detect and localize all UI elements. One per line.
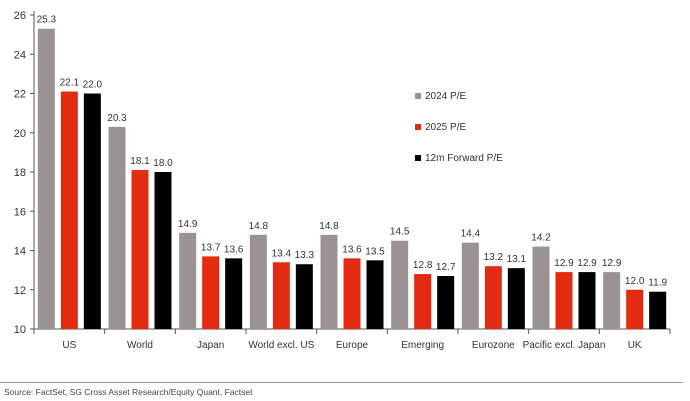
legend-swatch [415,155,421,161]
data-label: 14.9 [178,219,198,230]
category-label: Emerging [401,340,444,351]
data-label: 22.1 [60,78,80,89]
data-label: 13.7 [201,242,221,253]
legend: 2024 P/E 2025 P/E 12m Forward P/E [415,91,503,164]
bar [437,276,455,329]
y-tick-label: 22 [14,89,26,101]
category-label: World [127,340,153,351]
bar [202,256,220,329]
data-label: 14.2 [531,233,551,244]
data-label: 13.1 [507,254,527,265]
data-label: 13.4 [272,248,292,259]
category-labels: US World Japan World excl. US Europe Emerging… [62,340,642,351]
legend-label: 2025 P/E [425,122,466,133]
y-tick-label: 26 [14,10,26,22]
data-label: 18.1 [130,156,150,167]
bar [532,246,550,329]
y-tick-label: 18 [14,167,26,179]
data-label: 14.8 [249,221,269,232]
bar [366,260,384,329]
bar [225,258,243,329]
data-label: 25.3 [37,15,57,26]
bar [249,234,267,329]
data-label: 13.5 [365,246,385,257]
bar [649,291,667,329]
bar [320,234,338,329]
bar-series [37,28,667,330]
data-labels: 25.322.1 22.020.318.1 18.014.913.7 13.614.8… [37,15,668,289]
data-label: 14.5 [390,227,410,238]
y-tick-label: 10 [14,324,26,336]
data-label: 13.2 [484,252,504,263]
bar [391,240,409,329]
bar [484,266,502,329]
y-tick-label: 12 [14,285,26,297]
category-label: Europe [336,340,369,351]
data-label: 11.9 [648,278,667,289]
legend-swatch [415,124,421,130]
data-label: 18.0 [153,158,173,169]
y-tick-label: 24 [14,49,26,61]
bar [507,268,525,329]
bar [108,126,126,329]
data-label: 12.9 [602,258,622,269]
bar [414,274,432,329]
bar [60,91,78,329]
category-label: World excl. US [248,340,314,351]
data-label: 14.4 [461,229,481,240]
category-label: Japan [197,340,224,351]
bar [343,258,361,329]
data-label: 13.3 [295,250,315,261]
data-label: 14.8 [319,221,339,232]
legend-label: 12m Forward P/E [425,153,503,164]
source-divider [0,382,683,383]
legend-swatch [415,93,421,99]
bar [179,232,197,329]
bar [626,289,644,329]
data-label: 13.6 [224,244,244,255]
bar [272,262,290,329]
y-tick-label: 14 [14,246,26,258]
data-label: 12.9 [577,258,597,269]
bar [83,93,101,329]
bar [131,170,149,329]
y-tick-label: 20 [14,128,26,140]
legend-label: 2024 P/E [425,91,466,102]
data-label: 12.9 [554,258,574,269]
bar [295,264,313,329]
bar [555,272,573,329]
bar [603,272,621,329]
bar [578,272,596,329]
data-label: 22.0 [83,80,103,91]
category-label: Eurozone [472,340,515,351]
bar [37,28,55,330]
data-label: 12.0 [625,276,645,287]
category-label: US [62,340,76,351]
bar [154,172,172,329]
bar [461,242,479,329]
y-tick-label: 16 [14,206,26,218]
data-label: 12.7 [436,262,456,273]
category-label: UK [628,340,642,351]
data-label: 20.3 [107,113,127,124]
data-label: 12.8 [413,260,433,271]
data-label: 13.6 [342,244,362,255]
category-label: Pacific excl. Japan [523,340,606,351]
source-note: Source: FactSet, SG Cross Asset Research… [4,387,253,397]
